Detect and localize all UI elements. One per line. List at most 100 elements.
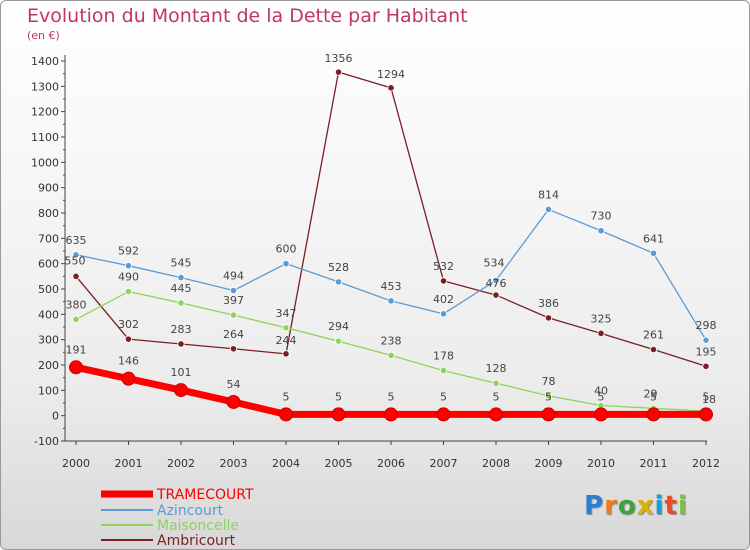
data-label-ambricourt: 550 <box>65 254 86 267</box>
y-tick-label: 200 <box>38 359 59 372</box>
data-label-tramecourt: 5 <box>598 390 605 403</box>
data-point-ambricourt <box>544 314 553 322</box>
data-point-tramecourt <box>384 407 398 422</box>
data-label-ambricourt: 476 <box>486 277 507 290</box>
data-label-maisoncelle: 78 <box>542 375 556 388</box>
data-label-maisoncelle: 294 <box>328 320 349 333</box>
data-label-tramecourt: 191 <box>66 343 87 356</box>
x-tick-label: 2005 <box>325 457 353 470</box>
data-point-tramecourt <box>174 383 188 398</box>
legend-label-azincourt: Azincourt <box>157 503 224 519</box>
data-label-tramecourt: 5 <box>545 390 552 403</box>
data-label-tramecourt: 5 <box>493 390 500 403</box>
data-label-azincourt: 534 <box>484 256 505 269</box>
y-tick-label: 0 <box>52 410 59 423</box>
data-label-ambricourt: 283 <box>171 323 192 336</box>
legend-label-maisoncelle: Maisoncelle <box>157 518 239 534</box>
data-point-tramecourt <box>699 407 713 422</box>
data-point-azincourt <box>492 276 500 284</box>
data-point-tramecourt <box>436 407 451 422</box>
data-label-azincourt: 814 <box>538 188 559 201</box>
y-tick-label: 500 <box>38 283 59 296</box>
data-point-ambricourt <box>282 350 290 358</box>
y-tick-label: 1300 <box>31 80 59 93</box>
data-label-maisoncelle: 128 <box>486 362 507 375</box>
x-tick-label: 2000 <box>62 457 90 470</box>
data-label-ambricourt: 302 <box>118 318 139 331</box>
data-label-tramecourt: 5 <box>388 390 395 403</box>
data-label-maisoncelle: 238 <box>381 334 402 347</box>
y-tick-label: 1000 <box>31 156 59 169</box>
data-point-ambricourt <box>439 277 448 285</box>
data-label-ambricourt: 195 <box>696 345 717 358</box>
y-tick-label: 1200 <box>31 106 59 119</box>
data-label-maisoncelle: 397 <box>223 294 244 307</box>
data-point-maisoncelle <box>439 366 448 375</box>
data-label-tramecourt: 5 <box>283 390 290 403</box>
data-point-ambricourt <box>649 345 658 354</box>
data-point-tramecourt <box>489 407 503 422</box>
data-point-azincourt <box>702 336 710 344</box>
y-tick-label: 800 <box>38 207 59 220</box>
data-label-azincourt: 641 <box>643 232 664 245</box>
data-point-ambricourt <box>124 335 133 343</box>
data-label-azincourt: 545 <box>171 257 192 270</box>
data-point-maisoncelle <box>229 311 238 319</box>
data-label-tramecourt: 5 <box>335 390 342 403</box>
data-label-azincourt: 730 <box>591 210 612 223</box>
data-label-ambricourt: 386 <box>538 297 559 310</box>
x-tick-label: 2010 <box>587 457 615 470</box>
y-tick-label: -100 <box>34 435 59 448</box>
chart-title: Evolution du Montant de la Dette par Hab… <box>27 5 468 27</box>
data-label-azincourt: 453 <box>381 280 402 293</box>
data-label-azincourt: 528 <box>328 261 349 274</box>
data-point-azincourt <box>544 205 553 214</box>
data-point-tramecourt <box>121 371 136 386</box>
data-label-tramecourt: 54 <box>227 378 241 391</box>
data-point-azincourt <box>124 262 133 270</box>
data-label-ambricourt: 1294 <box>377 68 405 81</box>
data-point-azincourt <box>439 310 448 318</box>
data-label-azincourt: 592 <box>118 245 139 258</box>
data-label-azincourt: 402 <box>433 293 454 306</box>
data-point-ambricourt <box>72 272 80 280</box>
data-point-azincourt <box>649 249 658 257</box>
data-point-maisoncelle <box>124 287 133 296</box>
y-tick-label: 900 <box>38 182 59 195</box>
data-point-ambricourt <box>492 291 500 299</box>
data-point-azincourt <box>597 227 605 235</box>
data-label-maisoncelle: 29 <box>644 387 658 400</box>
data-point-azincourt <box>334 278 343 286</box>
data-label-ambricourt: 1356 <box>325 52 353 65</box>
data-label-maisoncelle: 40 <box>594 385 608 398</box>
data-label-azincourt: 635 <box>66 234 87 247</box>
data-point-maisoncelle <box>334 337 343 345</box>
data-point-azincourt <box>282 260 290 268</box>
x-tick-label: 2011 <box>640 457 668 470</box>
y-tick-label: 100 <box>38 384 59 397</box>
data-point-ambricourt <box>702 362 710 370</box>
y-tick-label: 300 <box>38 334 59 347</box>
data-label-ambricourt: 244 <box>276 334 297 347</box>
data-point-azincourt <box>177 273 185 282</box>
x-tick-label: 2012 <box>692 457 720 470</box>
data-label-azincourt: 600 <box>276 243 297 256</box>
y-tick-label: 600 <box>38 258 59 271</box>
x-tick-label: 2009 <box>535 457 563 470</box>
data-point-ambricourt <box>597 329 605 337</box>
y-tick-label: 400 <box>38 308 59 321</box>
data-point-tramecourt <box>279 407 293 422</box>
data-label-ambricourt: 532 <box>433 260 454 273</box>
data-label-maisoncelle: 490 <box>118 271 139 284</box>
data-point-ambricourt <box>177 340 185 348</box>
y-tick-label: 700 <box>38 232 59 245</box>
x-tick-label: 2008 <box>482 457 510 470</box>
data-point-azincourt <box>72 251 80 259</box>
x-tick-label: 2006 <box>377 457 405 470</box>
legend-label-ambricourt: Ambricourt <box>157 533 236 549</box>
data-label-maisoncelle: 18 <box>702 393 716 406</box>
data-point-maisoncelle <box>387 351 395 359</box>
data-point-tramecourt <box>331 407 346 422</box>
data-point-ambricourt <box>229 345 238 353</box>
data-point-maisoncelle <box>492 379 500 387</box>
